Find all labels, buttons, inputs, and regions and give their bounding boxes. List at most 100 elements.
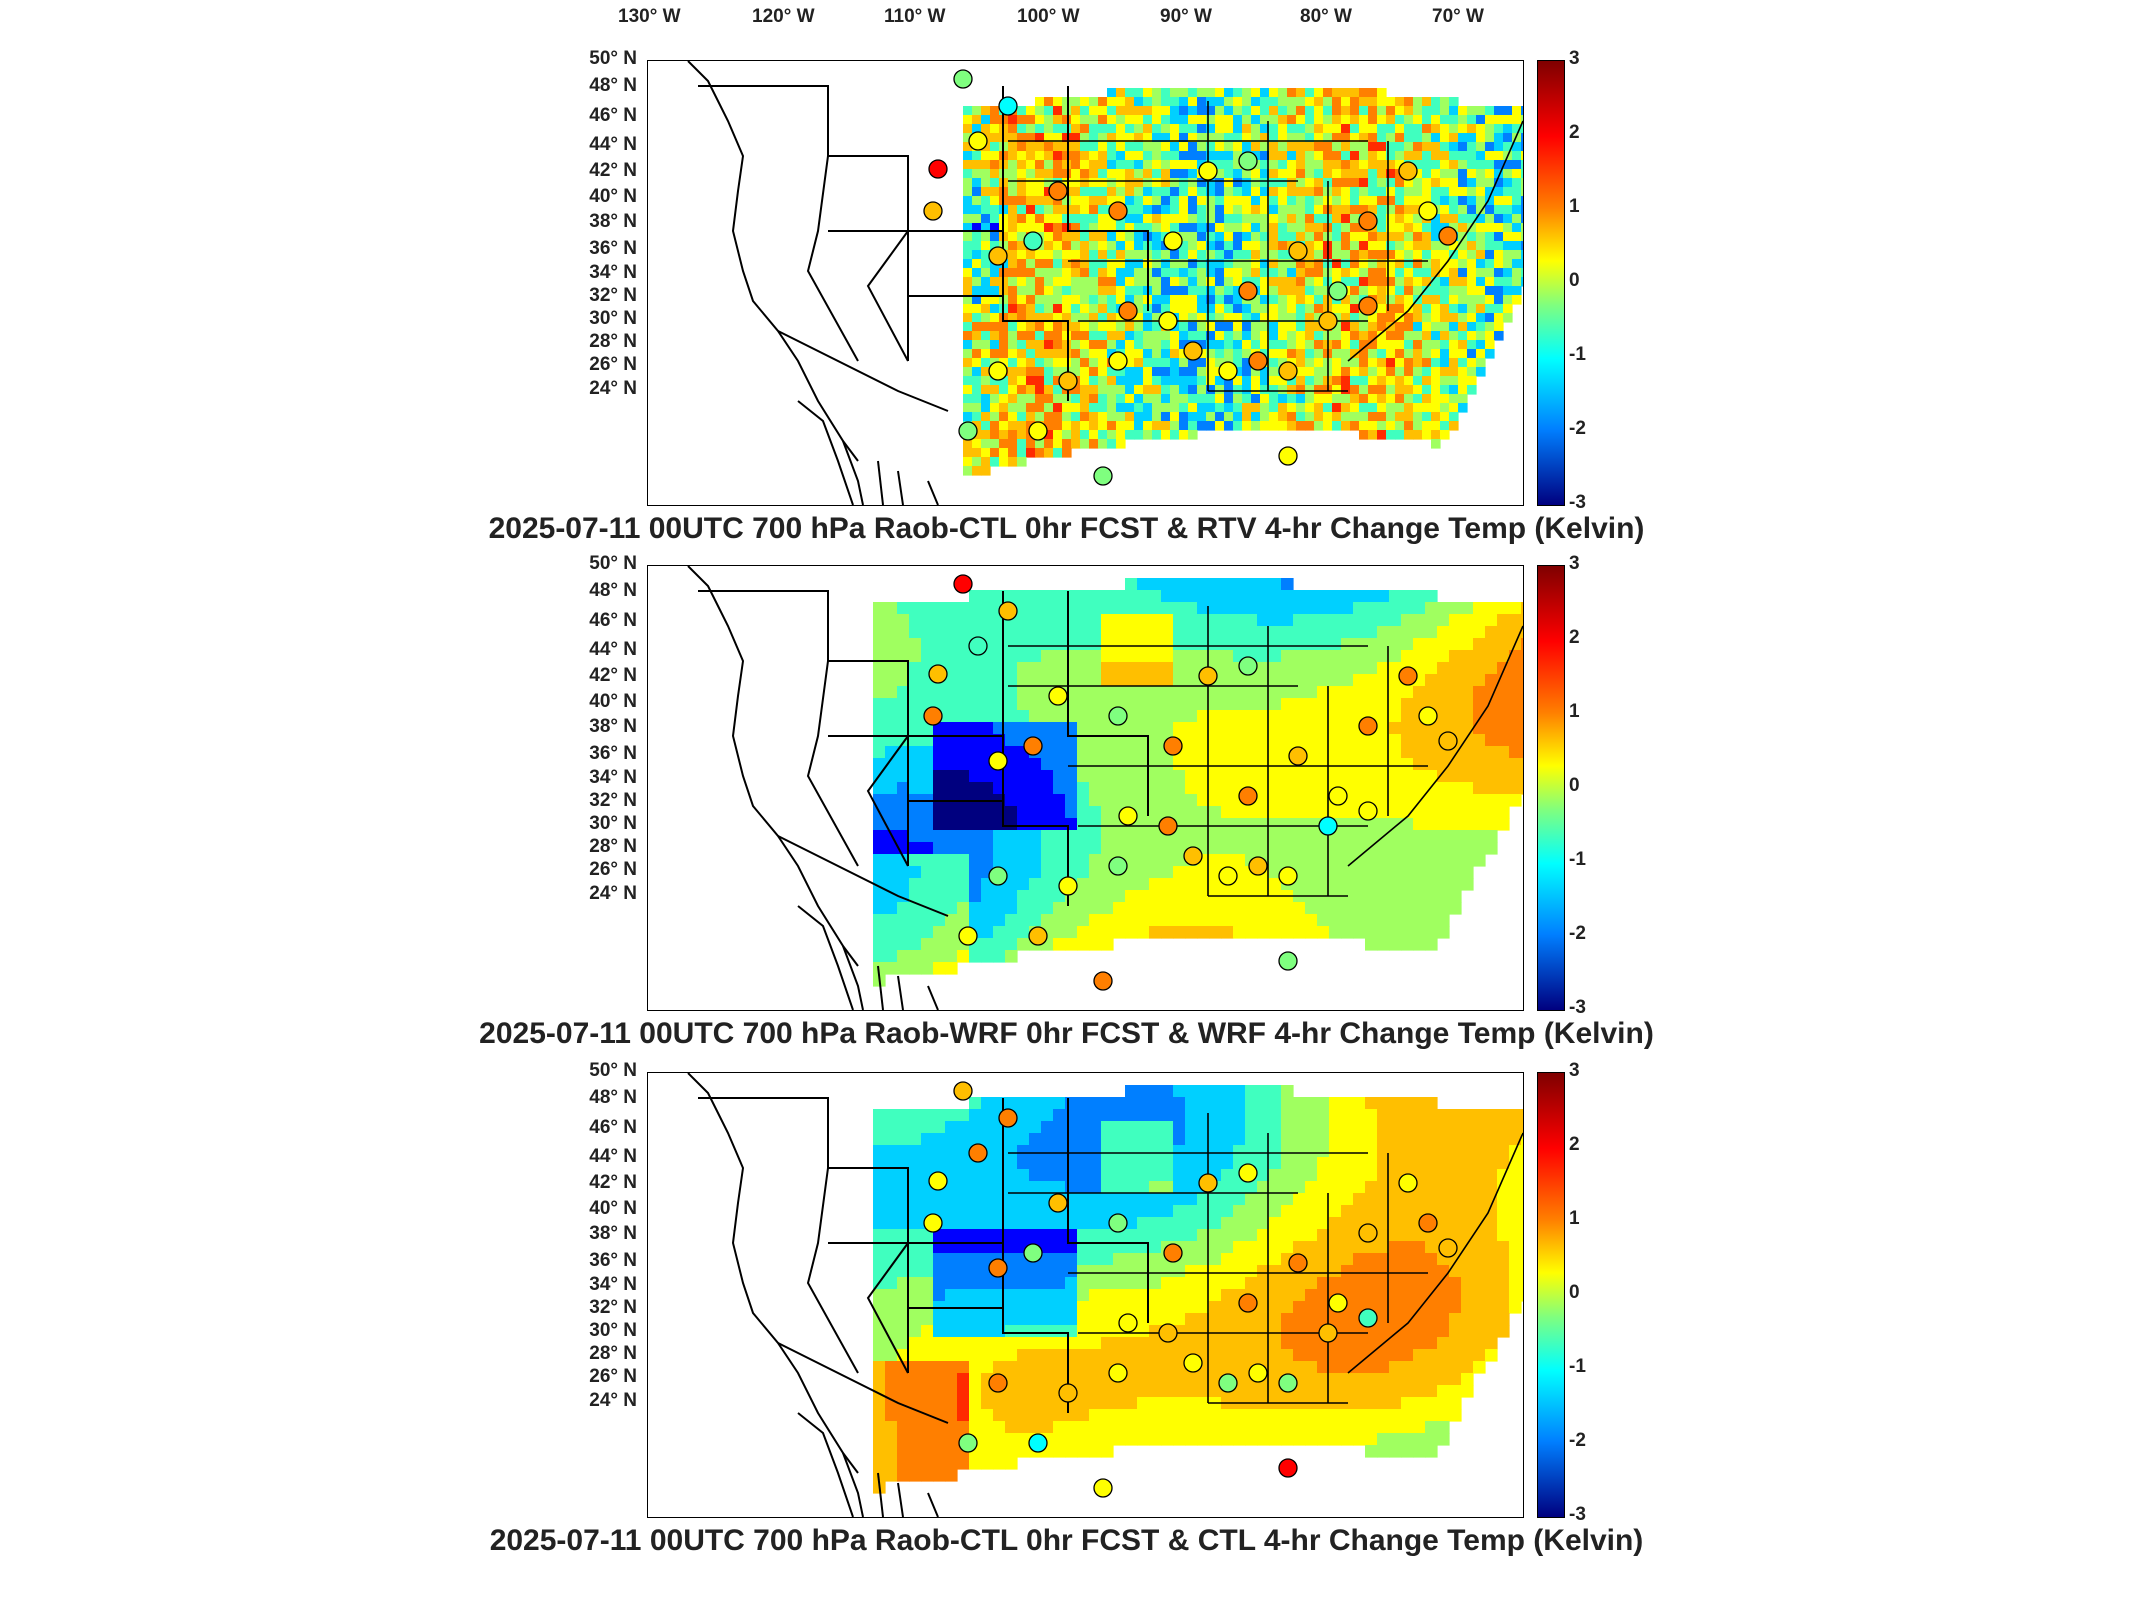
field-cell [1017, 241, 1027, 251]
field-cell [1071, 286, 1081, 296]
field-cell [1425, 626, 1438, 639]
field-cell [1071, 160, 1081, 170]
field-cell [1077, 614, 1090, 627]
field-cell [1071, 115, 1081, 125]
field-cell [1404, 340, 1414, 350]
field-cell [1137, 1205, 1150, 1218]
field-cell [873, 1109, 886, 1122]
field-cell [921, 1157, 934, 1170]
field-cell [1401, 1145, 1414, 1158]
field-cell [1161, 1277, 1174, 1290]
field-cell [957, 626, 970, 639]
field-cell [1101, 1157, 1114, 1170]
field-cell [1461, 1181, 1474, 1194]
field-cell [972, 250, 982, 260]
field-cell [1389, 830, 1402, 843]
field-cell [969, 842, 982, 855]
field-cell [1188, 358, 1198, 368]
field-cell [1089, 268, 1099, 278]
field-cell [1005, 878, 1018, 891]
field-cell [1293, 854, 1306, 867]
field-cell [1071, 295, 1081, 305]
field-cell [981, 1205, 994, 1218]
field-cell [1185, 602, 1198, 615]
field-cell [957, 890, 970, 903]
field-cell [1473, 1205, 1486, 1218]
field-cell [1359, 241, 1369, 251]
field-cell [1293, 794, 1306, 807]
field-cell [1413, 115, 1423, 125]
field-cell [1041, 1133, 1054, 1146]
field-cell [1341, 412, 1351, 422]
field-cell [1098, 412, 1108, 422]
field-cell [1053, 205, 1063, 215]
field-cell [1281, 710, 1294, 723]
field-cell [1149, 686, 1162, 699]
field-cell [1260, 277, 1270, 287]
field-cell [933, 758, 946, 771]
field-cell [1041, 1109, 1054, 1122]
field-cell [1329, 1229, 1342, 1242]
field-cell [1197, 88, 1207, 98]
field-cell [1314, 412, 1324, 422]
lat-label: 26° N [589, 859, 637, 880]
field-cell [1026, 277, 1036, 287]
field-cell [1053, 842, 1066, 855]
field-cell [1287, 142, 1297, 152]
field-cell [1260, 295, 1270, 305]
field-cell [1173, 926, 1186, 939]
field-cell [1431, 106, 1441, 116]
field-cell [1053, 142, 1063, 152]
field-cell [1497, 758, 1510, 771]
field-cell [1089, 758, 1102, 771]
field-cell [1044, 160, 1054, 170]
field-cell [1404, 394, 1414, 404]
field-cell [1377, 367, 1387, 377]
field-cell [1341, 698, 1354, 711]
field-cell [981, 457, 991, 467]
field-cell [1098, 205, 1108, 215]
field-cell [1029, 1097, 1042, 1110]
field-cell [1305, 322, 1315, 332]
field-cell [957, 1157, 970, 1170]
field-cell [1404, 376, 1414, 386]
field-cell [1041, 758, 1054, 771]
field-cell [1497, 722, 1510, 735]
field-cell [981, 1169, 994, 1182]
field-cell [1269, 1097, 1282, 1110]
raob-station-marker [1183, 846, 1203, 866]
field-cell [933, 818, 946, 831]
field-cell [1509, 1217, 1522, 1230]
field-cell [1521, 650, 1523, 663]
field-cell [1503, 106, 1513, 116]
field-cell [921, 950, 934, 963]
field-cell [1281, 638, 1294, 651]
field-cell [1017, 394, 1027, 404]
field-cell [1206, 250, 1216, 260]
field-cell [1221, 926, 1234, 939]
field-cell [1089, 686, 1102, 699]
field-cell [1503, 268, 1513, 278]
field-cell [1008, 349, 1018, 359]
field-cell [981, 151, 991, 161]
field-cell [1152, 367, 1162, 377]
field-cell [1473, 782, 1486, 795]
field-cell [1113, 626, 1126, 639]
field-cell [1305, 349, 1315, 359]
field-cell [1332, 403, 1342, 413]
field-cell [1143, 322, 1153, 332]
field-cell [999, 457, 1009, 467]
field-cell [1062, 430, 1072, 440]
field-cell [969, 1097, 982, 1110]
field-cell [1221, 1205, 1234, 1218]
field-cell [1125, 277, 1135, 287]
field-cell [1188, 178, 1198, 188]
field-cell [1185, 1217, 1198, 1230]
field-cell [873, 854, 886, 867]
field-cell [1089, 295, 1099, 305]
field-cell [999, 349, 1009, 359]
field-cell [957, 1133, 970, 1146]
field-cell [1089, 322, 1099, 332]
field-cell [1521, 614, 1523, 627]
field-cell [1137, 1157, 1150, 1170]
